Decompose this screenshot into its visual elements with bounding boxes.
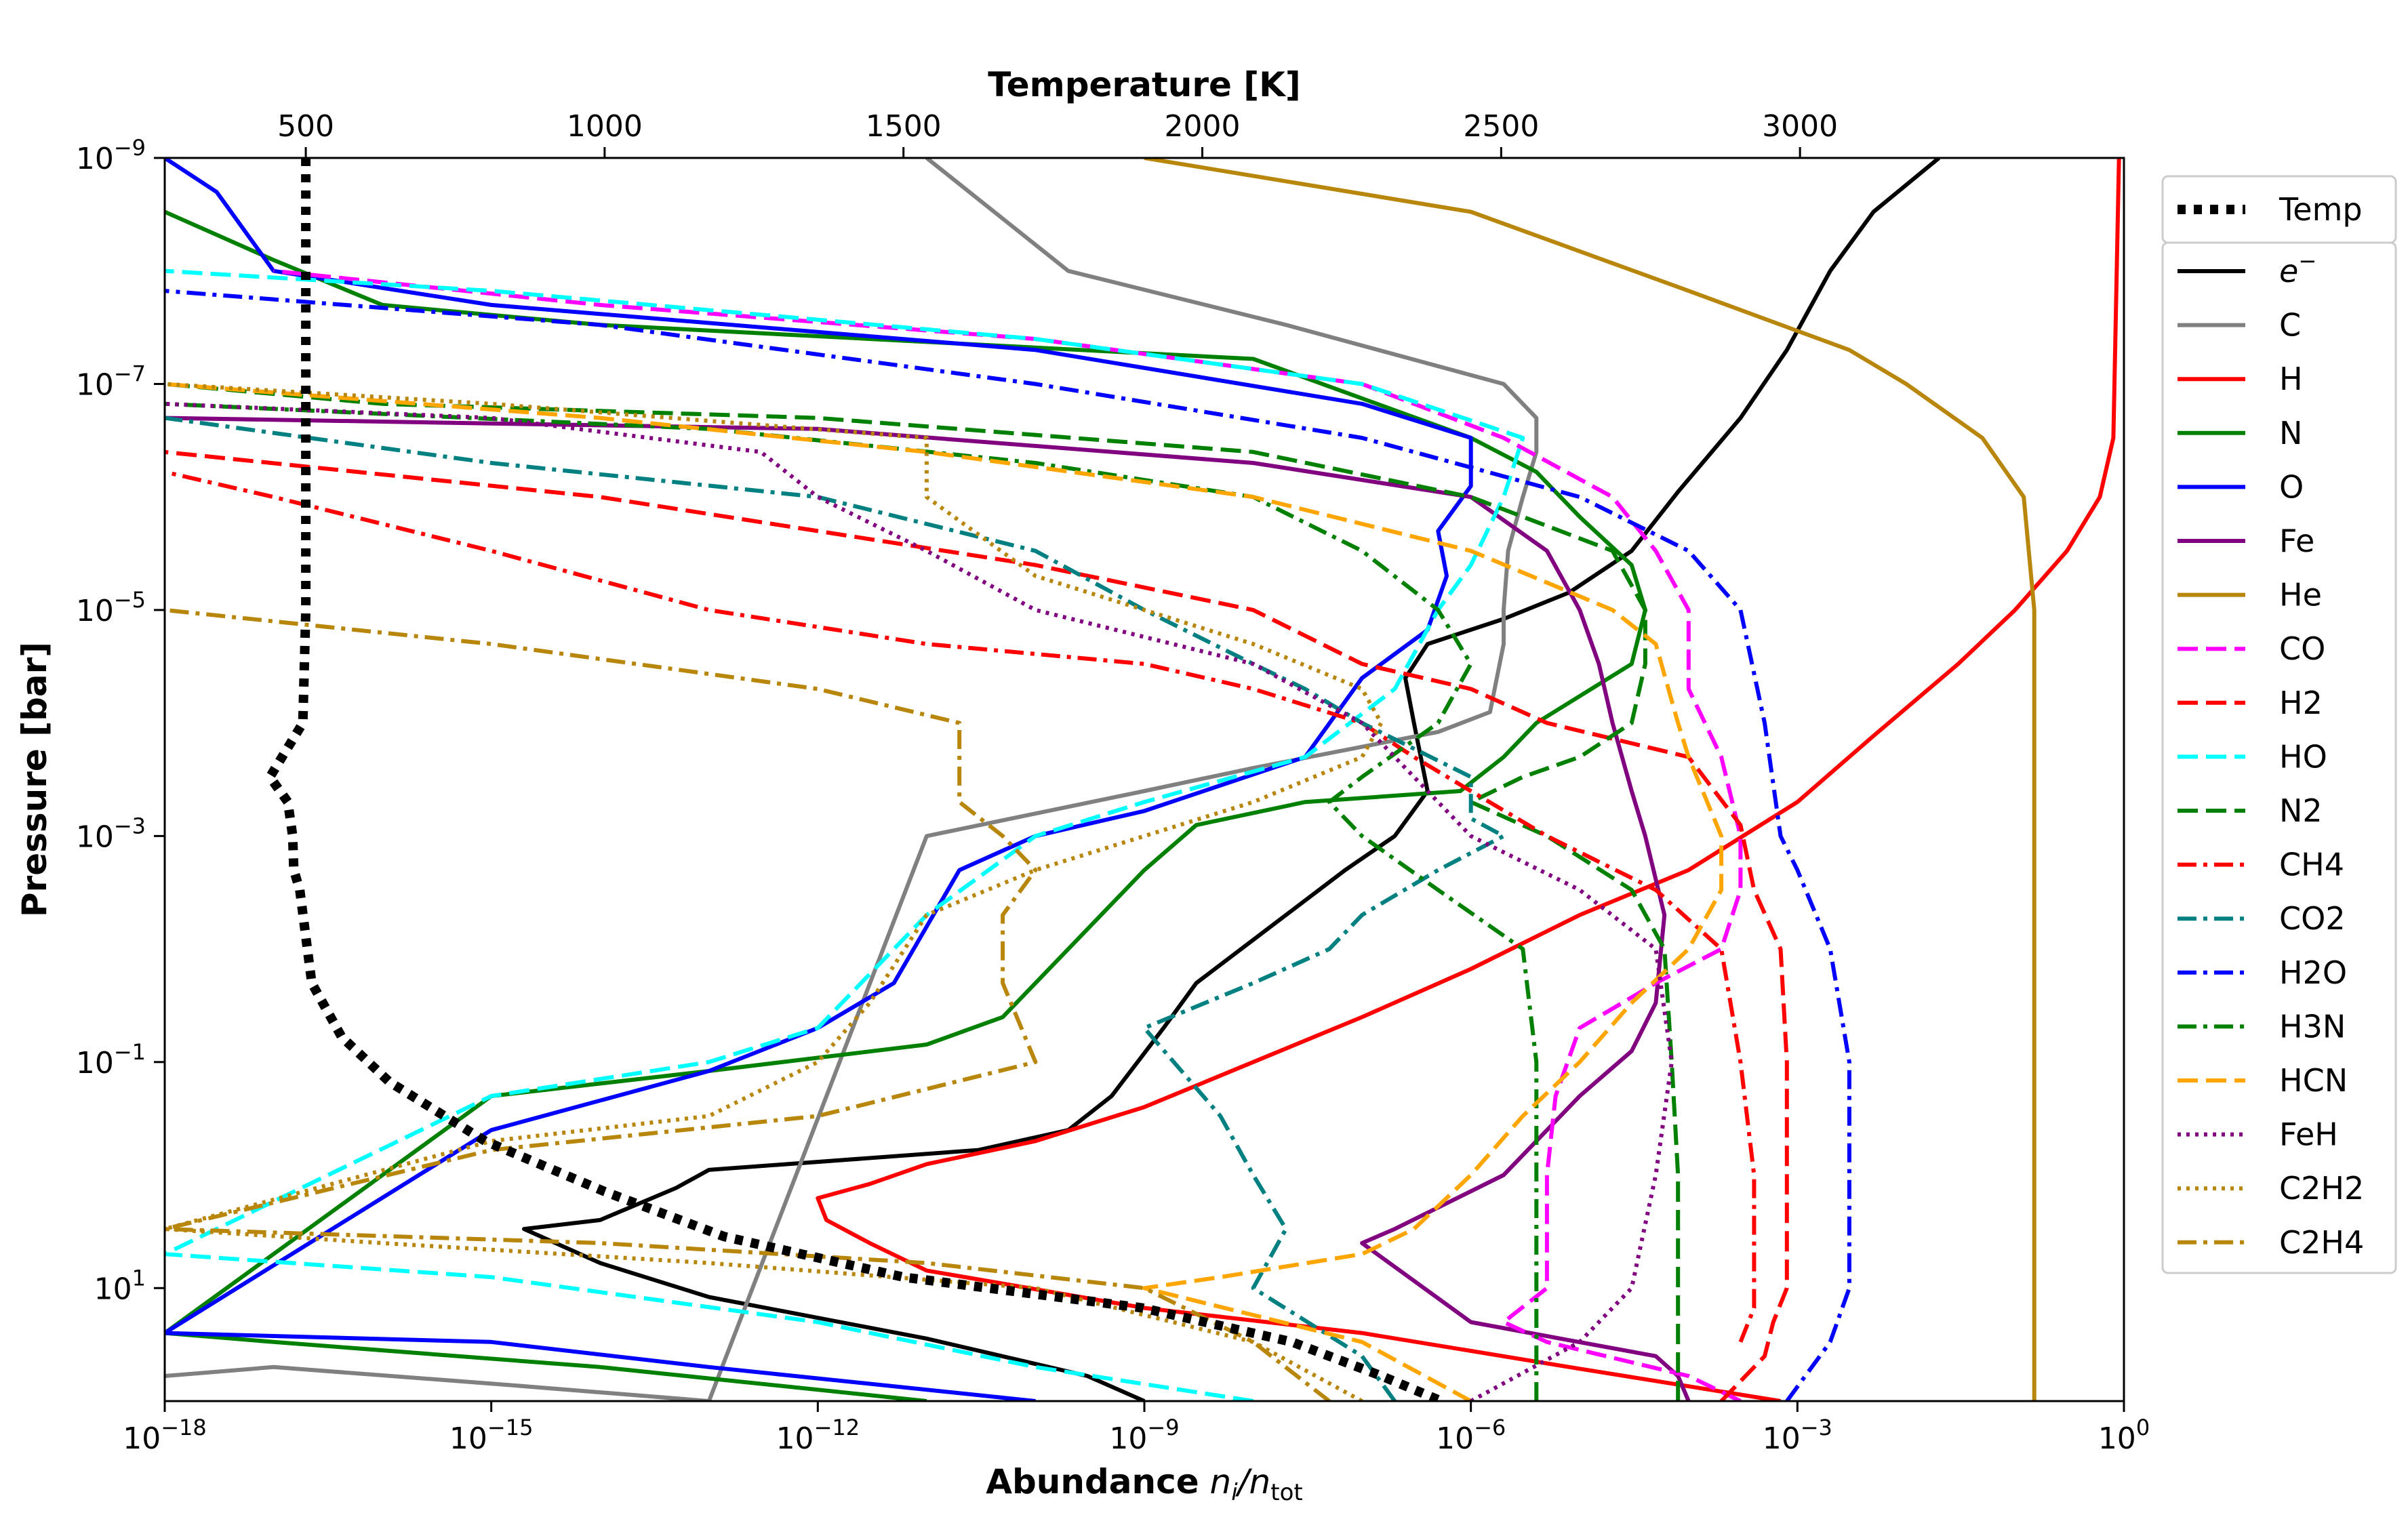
series-layer	[165, 158, 2121, 1401]
series-line-he	[1144, 158, 2036, 1401]
top-tick-label: 1000	[567, 109, 643, 144]
x-tick-label: 10−3	[1763, 1415, 1832, 1456]
legend-label: CH4	[2279, 847, 2344, 883]
legend-label: CO	[2279, 630, 2325, 667]
x-tick-label: 10−12	[776, 1415, 860, 1456]
temperature-line	[264, 158, 1443, 1401]
legend-label: N2	[2279, 792, 2323, 829]
legend-label: O	[2279, 468, 2304, 505]
top-axis-title: Temperature [K]	[988, 65, 1301, 104]
series-line-hcn	[165, 382, 1724, 1401]
x-tick-label: 100	[2098, 1415, 2150, 1456]
legend-label: H2O	[2279, 954, 2347, 991]
legend-label: CO2	[2279, 900, 2346, 937]
x-tick-label: 10−18	[123, 1415, 207, 1456]
legend-label-temp: Temp	[2279, 191, 2363, 228]
x-tick-label: 10−6	[1436, 1415, 1506, 1456]
legend-label: H	[2279, 361, 2303, 397]
y-tick-label: 10−3	[76, 813, 146, 854]
legend-label: C2H4	[2279, 1224, 2364, 1261]
legend-label: He	[2279, 577, 2322, 613]
series-line-h2	[165, 449, 1789, 1401]
legend-label: e−	[2279, 248, 2316, 289]
left-axis-ticks: 10−9 10−7 10−5 10−3 10−1 101	[76, 135, 165, 1306]
series-line-c2h2	[165, 382, 1384, 1401]
y-tick-label: 101	[94, 1265, 146, 1306]
legend-label: C	[2279, 307, 2301, 344]
legend-label: C2H2	[2279, 1170, 2364, 1207]
series-line-c	[165, 158, 1539, 1401]
legend-label: HO	[2279, 738, 2327, 775]
y-tick-label: 10−7	[76, 361, 146, 402]
y-tick-label: 10−1	[76, 1039, 146, 1080]
top-tick-label: 3000	[1762, 109, 1838, 144]
top-tick-label: 2000	[1165, 109, 1241, 144]
y-tick-label: 10−9	[76, 135, 146, 176]
legend-label: N	[2279, 415, 2302, 451]
series-line-ho	[165, 268, 1525, 1401]
legend-label: H3N	[2279, 1008, 2346, 1045]
series-line-n2	[165, 382, 1681, 1401]
legend-label: HCN	[2279, 1062, 2348, 1099]
x-tick-label: 10−9	[1109, 1415, 1179, 1456]
y-tick-label: 10−5	[76, 587, 146, 628]
legend-label: Fe	[2279, 523, 2314, 559]
left-axis-title: Pressure [bar]	[15, 642, 54, 917]
legend-species-box	[2161, 241, 2397, 1274]
bottom-axis-ticks: 10−18 10−15 10−12 10−9 10−6 10−3 100	[123, 1401, 2150, 1456]
series-line-h	[816, 158, 2121, 1401]
series-line-h3n	[165, 401, 1539, 1401]
x-tick-label: 10−15	[449, 1415, 534, 1456]
bottom-axis-title: Abundance ni/ntot	[986, 1462, 1302, 1506]
legend-label: H2	[2279, 685, 2323, 721]
top-axis-ticks: 500 1000 1500 2000 2500 3000	[277, 109, 1838, 158]
series-line-e	[522, 158, 1941, 1401]
series-line-h2o	[165, 289, 1851, 1401]
series-line-co2	[165, 416, 1506, 1401]
series-line-fe	[165, 416, 1691, 1401]
legend-label: FeH	[2279, 1116, 2338, 1153]
top-tick-label: 2500	[1463, 109, 1539, 144]
series-line-ch4	[165, 470, 1757, 1343]
series-line-feh	[165, 401, 1674, 1401]
series-line-c2h4	[165, 607, 1331, 1401]
top-tick-label: 500	[277, 109, 334, 144]
top-tick-label: 1500	[866, 109, 942, 144]
